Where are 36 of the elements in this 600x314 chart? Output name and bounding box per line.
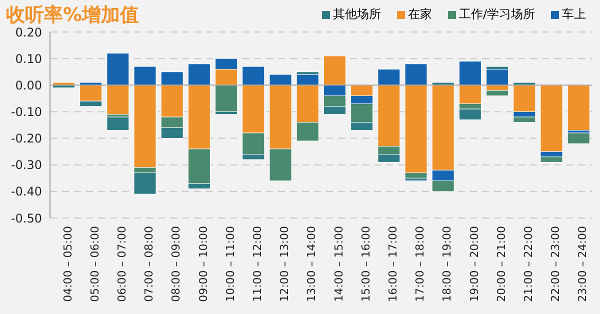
x-tick-label: 23:00 – 24:00 [576, 226, 590, 302]
chart-title: 收听率%增加值 [6, 3, 140, 28]
bar [567, 84, 590, 131]
x-tick-label: 13:00 – 14:00 [305, 226, 318, 302]
bar [567, 132, 590, 144]
legend-label: 车上 [562, 6, 586, 23]
x-tick-label: 15:00 – 16:00 [359, 226, 372, 302]
x-tick-label: 07:00 – 08:00 [142, 226, 156, 302]
x-tick-label: 11:00 – 12:00 [251, 226, 264, 302]
x-tick-label: 14:00 – 15:00 [332, 226, 346, 302]
y-tick-label: 0.10 [15, 52, 42, 66]
x-tick-label: 05:00 – 06:00 [88, 226, 102, 302]
y-tick-label: -0.10 [10, 104, 42, 119]
x-tick-label: 20:00 – 21:00 [494, 226, 508, 302]
x-tick-label: 10:00 – 11:00 [224, 226, 237, 302]
legend-label: 工作/学习场所 [458, 6, 535, 23]
x-tick-label: 09:00 – 10:00 [196, 226, 210, 302]
y-tick-label: -0.50 [10, 211, 42, 226]
x-tick-label: 17:00 – 18:00 [414, 226, 427, 302]
x-tick-label: 18:00 – 19:00 [440, 226, 454, 302]
x-tick-label: 22:00 – 23:00 [549, 226, 562, 302]
x-tick-label: 16:00 – 17:00 [386, 226, 400, 302]
y-tick-label: 0.00 [15, 78, 42, 92]
x-tick-label: 04:00 – 05:00 [61, 226, 74, 302]
y-tick-label: -0.20 [10, 132, 42, 146]
bar [106, 116, 130, 131]
legend-label: 其他场所 [332, 6, 381, 23]
x-tick-label: 19:00 – 20:00 [468, 226, 481, 302]
x-tick-label: 12:00 – 13:00 [278, 226, 292, 302]
x-tick-label: 21:00 – 22:00 [522, 226, 536, 302]
x-tick-label: 06:00 – 07:00 [116, 226, 129, 302]
x-tick-label: 08:00 – 09:00 [170, 226, 183, 302]
y-tick-label: -0.30 [10, 158, 42, 172]
legend-label: 在家 [408, 6, 432, 23]
y-tick-label: 0.20 [15, 25, 42, 40]
y-tick-label: -0.40 [10, 184, 42, 199]
